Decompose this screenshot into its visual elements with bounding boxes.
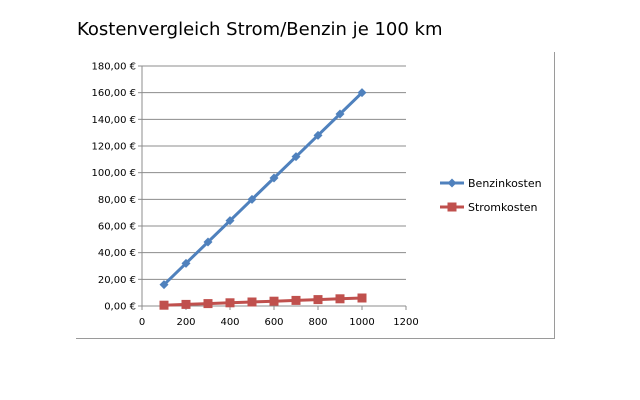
series-line-2 [163, 296, 363, 307]
series-point-2 [313, 295, 323, 305]
series-point-1 [203, 237, 213, 247]
x-tick-label: 200 [176, 317, 195, 328]
series-point-1 [181, 258, 191, 268]
series-line-1 [162, 91, 364, 286]
y-tick-label: 40,00 € [98, 248, 136, 259]
y-tick-label: 140,00 € [91, 115, 136, 126]
series-point-2 [335, 294, 345, 304]
y-tick-label: 120,00 € [91, 142, 136, 153]
y-tick-label: 0,00 € [104, 302, 136, 313]
x-tick-label: 400 [220, 317, 239, 328]
series-point-1 [313, 130, 323, 140]
x-tick-label: 800 [308, 317, 327, 328]
series-point-1 [247, 194, 257, 204]
series-point-2 [225, 298, 235, 308]
series-point-2 [269, 296, 279, 306]
legend-label-2: Stromkosten [468, 201, 538, 214]
series-point-1 [335, 109, 345, 119]
series-point-1 [291, 152, 301, 162]
x-tick-label: 1000 [349, 317, 374, 328]
legend-marker-2 [447, 202, 457, 212]
legend-label-1: Benzinkosten [468, 177, 542, 190]
x-tick-label: 0 [139, 317, 145, 328]
y-tick-label: 20,00 € [98, 275, 136, 286]
y-tick-label: 60,00 € [98, 222, 136, 233]
x-tick-label: 1200 [393, 317, 418, 328]
y-tick-label: 80,00 € [98, 195, 136, 206]
y-tick-label: 100,00 € [91, 168, 136, 179]
chart-frame [76, 52, 555, 339]
series-point-1 [357, 88, 367, 98]
chart-title: Kostenvergleich Strom/Benzin je 100 km [77, 19, 443, 40]
series-point-2 [159, 300, 169, 310]
series-point-2 [181, 299, 191, 309]
series-point-2 [247, 297, 257, 307]
series-point-1 [225, 216, 235, 226]
series-point-1 [269, 173, 279, 183]
series-point-1 [159, 280, 169, 290]
legend-marker-1 [447, 178, 457, 188]
y-tick-label: 160,00 € [91, 88, 136, 99]
series-point-2 [357, 293, 367, 303]
y-tick-label: 180,00 € [91, 62, 136, 73]
x-tick-label: 600 [264, 317, 283, 328]
series-point-2 [203, 299, 213, 309]
series-point-2 [291, 295, 301, 305]
